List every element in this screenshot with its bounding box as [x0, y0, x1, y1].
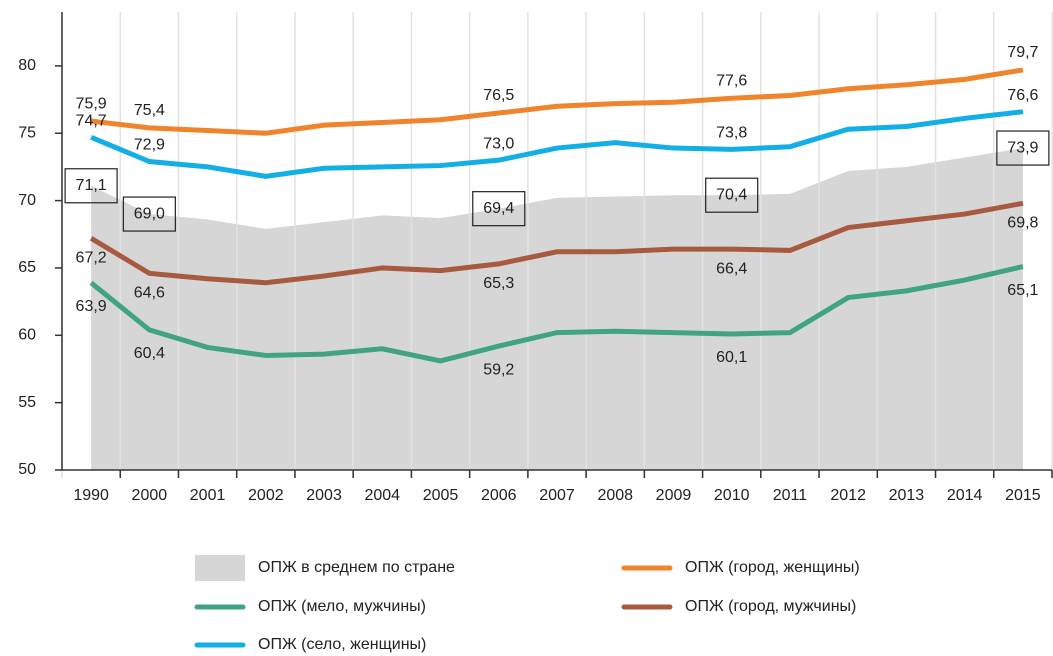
legend-label: ОПЖ (город, мужчины) [685, 598, 856, 615]
data-label: 69,4 [483, 200, 514, 217]
data-label: 60,1 [716, 349, 747, 366]
x-tick-label: 2013 [889, 487, 925, 504]
data-label: 64,6 [134, 285, 165, 302]
data-label: 65,1 [1007, 282, 1038, 299]
x-tick-label: 2005 [423, 487, 459, 504]
x-tick-label: 2009 [656, 487, 692, 504]
label-box [996, 130, 1050, 166]
label-box [122, 196, 176, 232]
data-label: 75,4 [134, 102, 165, 119]
x-tick-label: 2002 [248, 487, 284, 504]
data-label: 79,7 [1007, 44, 1038, 61]
data-label: 70,4 [716, 186, 747, 203]
data-label: 69,0 [134, 205, 165, 222]
x-tick-label: 2008 [597, 487, 633, 504]
y-tick-label: 50 [18, 461, 36, 478]
data-label: 73,8 [716, 125, 747, 142]
y-tick-label: 75 [18, 124, 36, 141]
y-tick-label: 70 [18, 192, 36, 209]
data-label: 69,8 [1007, 215, 1038, 232]
data-label: 71,1 [76, 177, 107, 194]
data-label: 59,2 [483, 361, 514, 378]
y-tick-label: 80 [18, 57, 36, 74]
label-box [64, 168, 118, 204]
data-label: 76,5 [483, 87, 514, 104]
x-tick-label: 2011 [773, 487, 808, 504]
data-label: 76,6 [1007, 87, 1038, 104]
data-label: 63,9 [76, 298, 107, 315]
x-tick-label: 2001 [190, 487, 226, 504]
data-label: 73,9 [1007, 139, 1038, 156]
x-tick-label: 2007 [539, 487, 575, 504]
legend-label: ОПЖ в среднем по стране [258, 559, 455, 576]
label-box [705, 177, 759, 213]
legend-label: ОПЖ (село, женщины) [258, 636, 426, 653]
area [91, 148, 1023, 470]
y-tick-label: 60 [18, 327, 36, 344]
y-tick-label: 65 [18, 259, 36, 276]
label-box [472, 191, 526, 227]
data-label: 75,9 [76, 95, 107, 112]
line [89, 200, 1024, 286]
data-label: 77,6 [716, 72, 747, 89]
data-label: 60,4 [134, 345, 165, 362]
x-tick-label: 2006 [481, 487, 517, 504]
x-tick-label: 2004 [364, 487, 400, 504]
y-tick-label: 55 [18, 394, 36, 411]
legend-label: ОПЖ (город, женщины) [685, 559, 860, 576]
line [89, 264, 1024, 364]
x-tick-label: 2000 [132, 487, 168, 504]
data-label: 72,9 [134, 137, 165, 154]
x-tick-label: 2014 [947, 487, 983, 504]
line [90, 67, 1024, 136]
legend-swatch [195, 555, 245, 581]
x-tick-label: 2003 [306, 487, 342, 504]
data-label: 73,0 [483, 135, 514, 152]
data-label: 66,4 [716, 260, 747, 277]
x-tick-label: 1990 [73, 487, 109, 504]
x-tick-label: 2015 [1005, 487, 1041, 504]
line [90, 109, 1024, 179]
x-tick-label: 2010 [714, 487, 750, 504]
data-label: 74,7 [76, 112, 107, 129]
data-label: 67,2 [76, 250, 107, 267]
x-tick-label: 2012 [830, 487, 866, 504]
legend-label: ОПЖ (мело, мужчины) [258, 598, 426, 615]
data-label: 65,3 [483, 275, 514, 292]
